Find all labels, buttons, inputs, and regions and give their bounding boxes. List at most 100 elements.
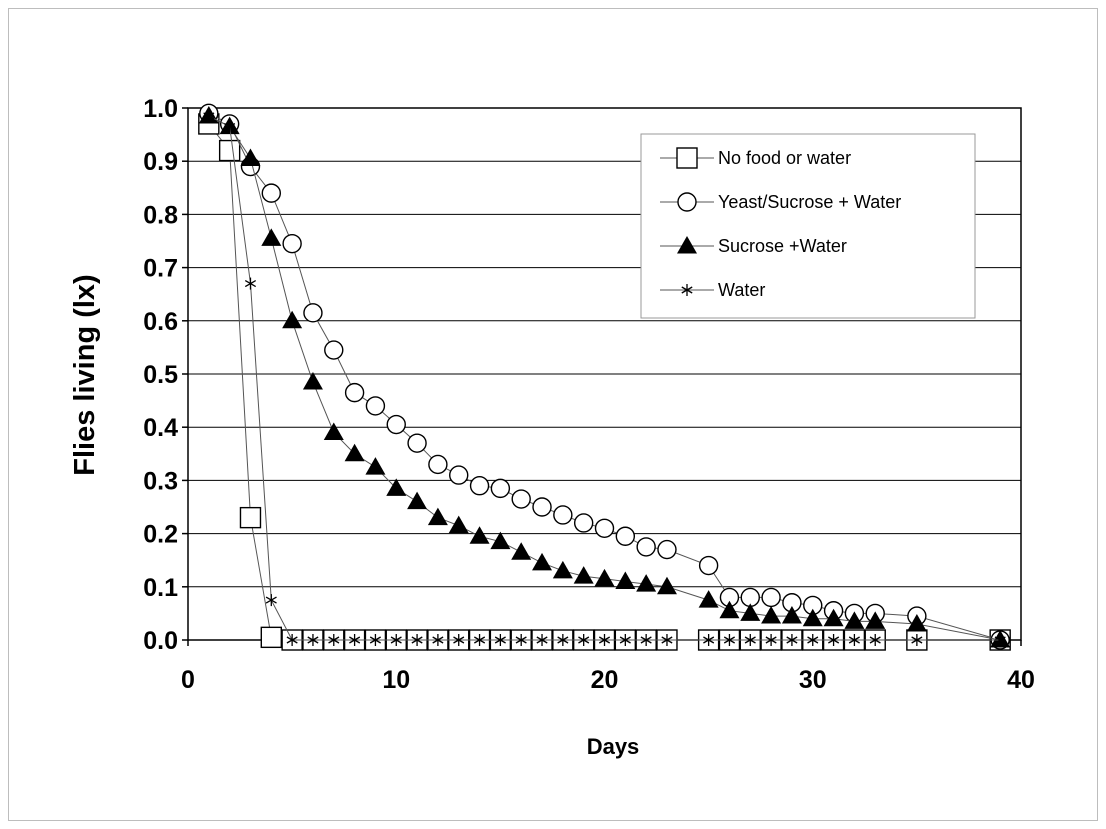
- data-point: [515, 634, 527, 646]
- data-point: [282, 233, 302, 254]
- data-point: [365, 457, 386, 475]
- legend-entry: No food or water: [660, 147, 851, 169]
- data-point: [828, 634, 840, 646]
- data-point: [532, 552, 553, 571]
- data-point: [598, 634, 611, 646]
- data-point: [261, 228, 282, 246]
- data-point: [203, 109, 215, 122]
- data-point: [469, 476, 490, 496]
- data-point: [411, 634, 423, 646]
- legend-marker: [677, 192, 697, 212]
- data-point: [786, 634, 798, 646]
- x-tick-label: 20: [591, 666, 619, 694]
- data-point: [573, 566, 594, 584]
- data-point: [869, 634, 881, 646]
- data-point: [553, 505, 573, 525]
- data-point: [432, 634, 444, 646]
- data-point: [765, 634, 777, 646]
- data-point: [636, 537, 656, 557]
- data-point: [344, 443, 365, 462]
- legend-marker: [677, 236, 697, 254]
- legend-label: No food or water: [718, 148, 851, 168]
- data-point: [744, 634, 756, 646]
- data-point: [723, 634, 735, 646]
- data-point: [324, 340, 344, 360]
- data-point: [224, 120, 236, 133]
- data-point: [307, 634, 319, 646]
- data-point: [911, 634, 923, 646]
- data-point: [532, 497, 552, 517]
- data-point: [303, 303, 323, 323]
- data-point: [661, 634, 673, 646]
- data-point: [719, 600, 740, 619]
- data-point: [636, 574, 657, 592]
- data-point: [906, 614, 927, 632]
- data-point: [703, 634, 715, 646]
- y-tick-label: 0.2: [143, 521, 178, 549]
- data-point: [698, 555, 719, 576]
- y-axis-title: Flies living (lx): [69, 274, 101, 475]
- data-point: [578, 634, 590, 646]
- data-point: [386, 478, 407, 496]
- y-tick-label: 1.0: [143, 95, 178, 123]
- data-point: [239, 506, 262, 529]
- data-point: [407, 433, 427, 453]
- data-point: [365, 396, 386, 416]
- y-tick-label: 0.1: [143, 574, 178, 602]
- data-point: [428, 454, 448, 475]
- data-point: [844, 611, 865, 629]
- data-point: [557, 634, 569, 646]
- data-point: [511, 542, 532, 560]
- data-point: [802, 608, 823, 627]
- data-point: [552, 560, 573, 579]
- data-point: [994, 634, 1006, 646]
- data-point: [265, 594, 277, 607]
- data-point: [761, 587, 781, 608]
- data-point: [453, 634, 465, 646]
- series-line: [208, 115, 1001, 641]
- x-tick-label: 10: [382, 666, 410, 694]
- data-point: [619, 634, 631, 646]
- y-axis-ticks: 0.0 0.1 0.2 0.3 0.4 0.5 0.6 0.7 0.8 0.9 1.0: [143, 95, 188, 655]
- legend-entry: Yeast/Sucrose + Water: [660, 192, 901, 212]
- series-3: [203, 109, 1006, 646]
- data-point: [657, 539, 677, 560]
- x-axis-ticks: 0 10 20 30 40: [181, 640, 1035, 694]
- legend-label: Sucrose +Water: [718, 236, 847, 256]
- data-point: [823, 608, 844, 627]
- series-line: [208, 115, 1001, 641]
- legend-entry: Water: [660, 280, 765, 300]
- data-point: [807, 634, 819, 646]
- data-point: [511, 489, 531, 509]
- data-point: [240, 148, 261, 167]
- data-point: [260, 626, 282, 649]
- y-tick-label: 0.0: [143, 627, 178, 655]
- data-point: [865, 611, 886, 629]
- data-point: [490, 478, 511, 499]
- data-point: [615, 571, 636, 589]
- data-point: [740, 603, 761, 621]
- data-point: [761, 606, 782, 624]
- legend-marker: [681, 284, 693, 296]
- series-line: [208, 112, 1001, 641]
- x-axis-title: Days: [587, 734, 640, 759]
- data-point: [427, 507, 448, 526]
- data-point: [407, 491, 428, 510]
- data-point: [386, 414, 406, 435]
- legend-entry: Sucrose +Water: [660, 236, 847, 256]
- data-point: [781, 606, 802, 624]
- x-tick-label: 30: [799, 666, 827, 694]
- data-point: [261, 183, 281, 203]
- data-point: [344, 382, 365, 403]
- data-point: [640, 634, 652, 646]
- data-point: [848, 634, 860, 646]
- y-tick-label: 0.6: [143, 308, 178, 336]
- y-tick-label: 0.4: [143, 414, 178, 442]
- data-point: [448, 515, 469, 534]
- data-point: [369, 634, 381, 646]
- legend-label: Water: [718, 280, 765, 300]
- data-point: [594, 568, 615, 587]
- legend-label: Yeast/Sucrose + Water: [718, 192, 901, 212]
- data-point: [615, 526, 636, 546]
